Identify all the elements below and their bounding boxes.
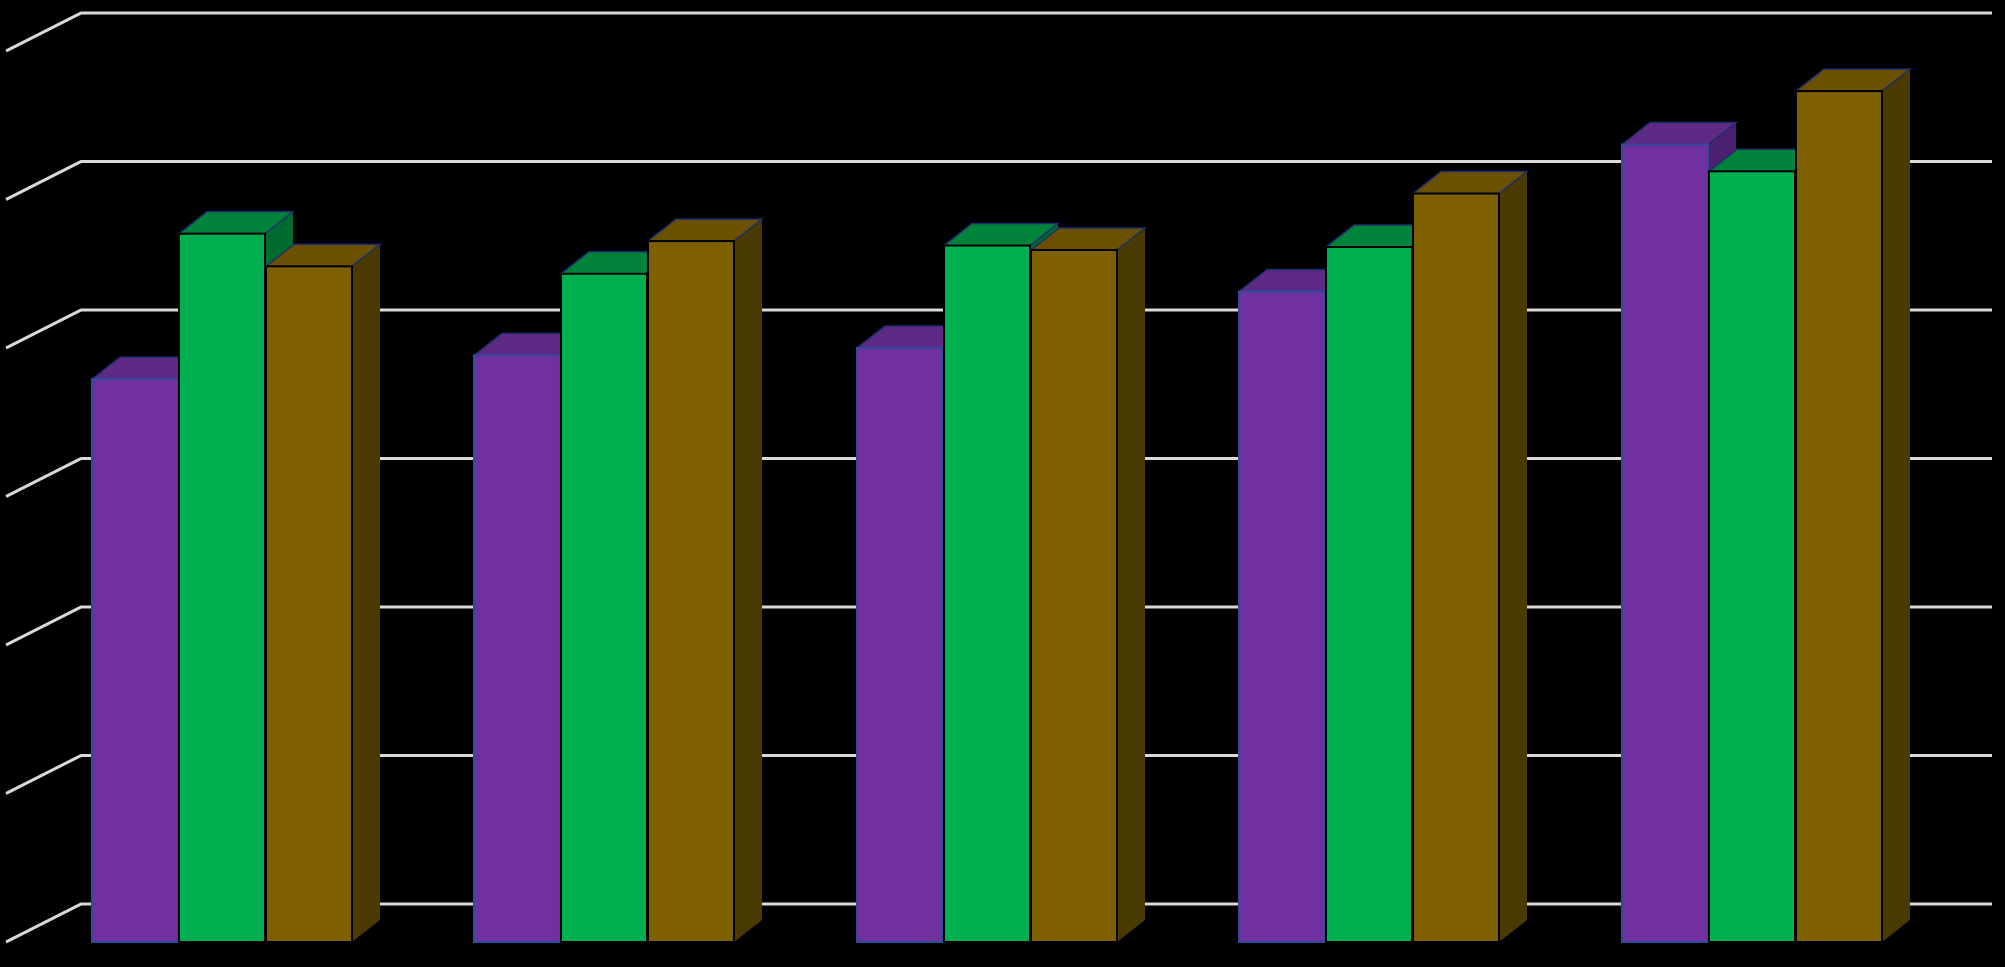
bar-side (734, 219, 762, 942)
bar-front (473, 354, 561, 943)
bar-side (1117, 227, 1145, 943)
bar-front (560, 272, 648, 943)
bar (263, 243, 383, 943)
bar-side (1499, 171, 1527, 942)
bar-front (265, 265, 353, 943)
bar-side (352, 244, 380, 942)
gridlines (5, 11, 1992, 944)
bar-front (1325, 246, 1413, 943)
bar-front (91, 378, 179, 943)
bar-front (1030, 248, 1118, 944)
bar-front (1795, 90, 1883, 944)
bar-front (1621, 143, 1709, 943)
bar (1410, 170, 1530, 943)
bar (1028, 227, 1148, 944)
bar-side (1882, 69, 1910, 943)
bar-front (647, 240, 735, 943)
bar (1793, 68, 1913, 944)
gridline (5, 11, 1992, 53)
bar-front (1238, 290, 1326, 943)
bars (89, 68, 1913, 944)
bar-front (856, 347, 944, 943)
bar-front (943, 244, 1031, 944)
bar-front (1708, 170, 1796, 944)
bar-front (1412, 192, 1500, 943)
gridline (5, 160, 1992, 201)
bar-front (178, 232, 266, 943)
bar (645, 218, 765, 943)
